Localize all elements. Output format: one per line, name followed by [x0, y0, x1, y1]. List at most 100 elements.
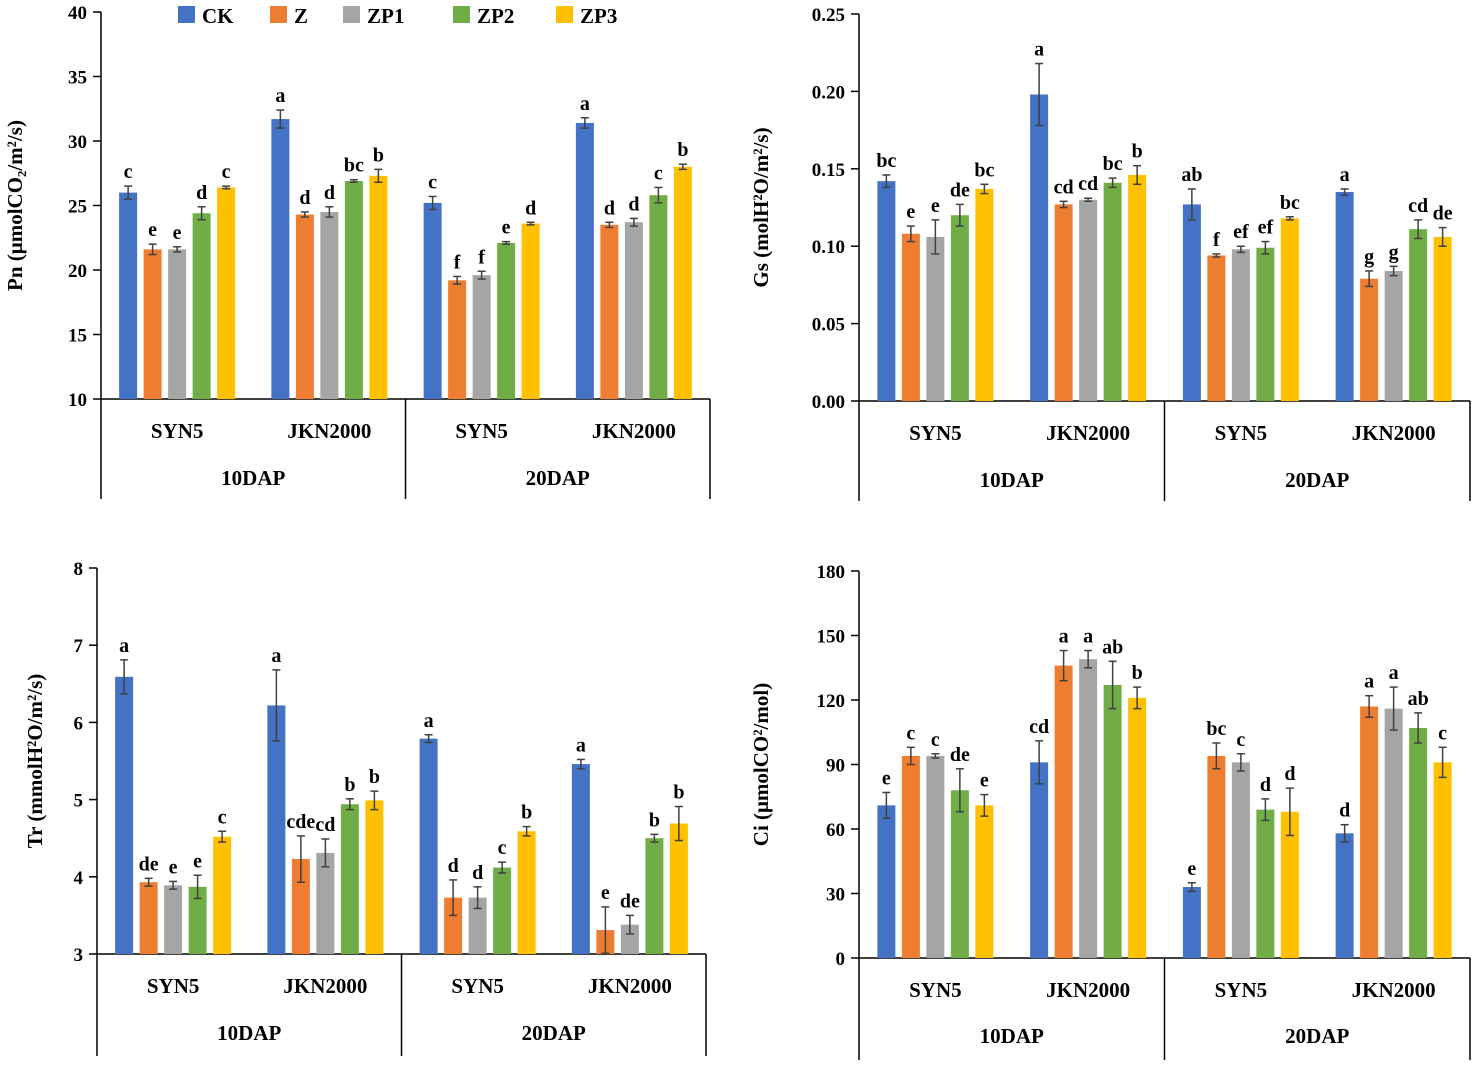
significance-label: b [344, 774, 355, 796]
bar-zp1 [316, 852, 335, 954]
bar-zp2 [497, 242, 516, 399]
significance-label: d [448, 855, 459, 877]
bar-zp1 [168, 249, 187, 399]
x-group-label: 10DAP [217, 1021, 281, 1045]
bar-zp3 [213, 836, 232, 954]
bar-zp1 [1384, 708, 1403, 958]
y-tick-label: 35 [68, 68, 87, 89]
y-tick-label: 90 [826, 756, 845, 777]
x-category-label: JKN2000 [588, 974, 672, 998]
error-bar [428, 195, 437, 211]
error-bar [1365, 270, 1374, 288]
significance-label: a [1034, 39, 1044, 61]
error-bar [193, 874, 202, 900]
significance-label: bc [876, 150, 896, 172]
bar-z [1360, 278, 1379, 401]
legend: CK Z ZP1 ZP2 ZP3 [178, 4, 617, 28]
error-bar [906, 746, 915, 766]
bar-zp3 [517, 831, 536, 954]
error-bar [345, 798, 354, 811]
significance-label: bc [974, 159, 994, 181]
bar-zp1 [1384, 270, 1403, 401]
bar-zp1 [926, 236, 945, 401]
significance-label: b [1132, 662, 1143, 684]
bar-ck [1335, 192, 1354, 401]
y-tick-label: 5 [74, 791, 84, 812]
bar-ck [1030, 94, 1049, 401]
error-bar [325, 206, 334, 218]
legend-swatch [270, 6, 287, 23]
x-group-label: 20DAP [522, 1021, 586, 1045]
significance-label: e [169, 856, 178, 878]
y-axis-label: Pn (μmolCO₂/m²/s) [3, 120, 27, 291]
significance-label: c [222, 161, 231, 183]
bar-ck [1182, 887, 1201, 958]
significance-label: ab [1408, 688, 1429, 710]
error-bar [477, 270, 486, 280]
bar-zp2 [1409, 727, 1428, 958]
significance-label: a [580, 93, 590, 115]
x-category-label: SYN5 [455, 419, 508, 443]
significance-label: e [601, 882, 610, 904]
significance-label: b [649, 809, 660, 831]
y-tick-label: 60 [826, 820, 845, 841]
bar-zp2 [344, 180, 363, 399]
error-bar [1365, 694, 1374, 718]
y-tick-label: 30 [68, 132, 87, 153]
bar-z [1054, 204, 1073, 401]
error-bar [1212, 742, 1221, 770]
significance-label: e [148, 219, 157, 241]
bar-z [143, 249, 162, 399]
bar-zp2 [950, 215, 969, 401]
bar-zp2 [1256, 809, 1275, 958]
significance-label: b [369, 766, 380, 788]
error-bar [296, 835, 305, 883]
bar-zp3 [521, 223, 540, 399]
bar-ck [115, 676, 134, 954]
significance-label: c [931, 729, 940, 751]
error-bar [526, 221, 535, 226]
bar-zp1 [472, 275, 491, 399]
error-bar [222, 185, 231, 190]
y-tick-label: 0.15 [812, 160, 845, 181]
y-tick-label: 120 [817, 691, 846, 712]
bar-zp2 [1103, 182, 1122, 401]
x-group-label: 20DAP [1285, 1024, 1349, 1048]
error-bar [1261, 240, 1270, 255]
bar-zp3 [673, 166, 692, 399]
error-bar [300, 211, 309, 218]
bar-z [1360, 706, 1379, 958]
x-category-label: JKN2000 [1352, 978, 1436, 1002]
y-tick-label: 4 [74, 868, 84, 889]
error-bar [1285, 216, 1294, 221]
bar-zp1 [320, 211, 339, 399]
significance-label: f [478, 246, 485, 268]
error-bar [370, 790, 379, 811]
bar-zp3 [217, 187, 236, 399]
significance-label: cde [286, 811, 315, 833]
significance-label: de [950, 179, 970, 201]
x-group-label: 20DAP [1285, 468, 1349, 492]
error-bar [654, 186, 663, 204]
bar-zp3 [365, 800, 384, 954]
significance-label: f [454, 251, 461, 273]
significance-label: e [1187, 858, 1196, 880]
bar-ck [267, 705, 286, 954]
bar-zp3 [975, 188, 994, 401]
bar-z [295, 214, 314, 399]
error-bar [1389, 265, 1398, 277]
significance-label: d [196, 182, 207, 204]
error-bar [1236, 245, 1245, 254]
error-bar [1438, 226, 1447, 247]
significance-label: c [428, 171, 437, 193]
x-category-label: SYN5 [1215, 421, 1268, 445]
bar-zp1 [1231, 249, 1250, 401]
error-bar [1108, 177, 1117, 189]
bar-z [444, 897, 463, 954]
error-bar [522, 825, 531, 837]
significance-label: c [498, 837, 507, 859]
legend-label: ZP3 [580, 4, 617, 28]
error-bar [629, 217, 638, 227]
legend-swatch [453, 6, 470, 23]
